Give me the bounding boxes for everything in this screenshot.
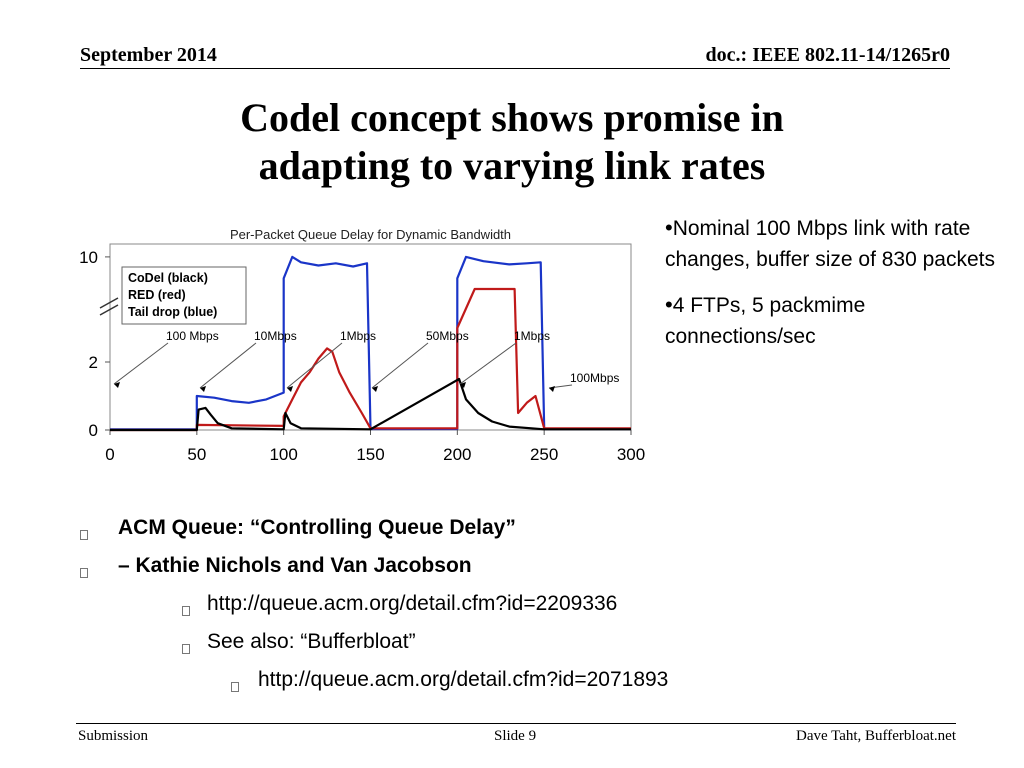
x-tick-label: 50 bbox=[187, 445, 206, 464]
reference-text: See also: “Bufferbloat” bbox=[207, 630, 416, 653]
footer-author: Dave Taht, Bufferbloat.net bbox=[795, 728, 956, 744]
annotation-arrow bbox=[113, 342, 169, 385]
reference-item: http://queue.acm.org/detail.cfm?id=22093… bbox=[78, 592, 978, 630]
bullet-box-icon bbox=[182, 606, 190, 616]
header-doc-id: doc.: IEEE 802.11-14/1265r0 bbox=[705, 44, 950, 66]
side-bullet-text: 4 FTPs, 5 packmime connections/sec bbox=[665, 294, 866, 348]
annotation-label: 1Mbps bbox=[340, 329, 376, 343]
y-tick-label: 2 bbox=[89, 353, 98, 372]
reference-item: See also: “Bufferbloat” bbox=[78, 630, 978, 668]
bullet-dot-icon: • bbox=[665, 215, 673, 240]
series-line bbox=[110, 255, 631, 431]
footer-left: Submission bbox=[78, 728, 149, 744]
reference-item: ACM Queue: “Controlling Queue Delay” bbox=[78, 516, 978, 554]
annotation-arrowhead bbox=[549, 386, 555, 392]
slide-title: Codel concept shows promise in adapting … bbox=[100, 94, 924, 190]
header-divider bbox=[80, 68, 950, 69]
slide-number: Slide 9 bbox=[494, 728, 537, 744]
x-tick-label: 100 bbox=[269, 445, 297, 464]
reference-text: ACM Queue: “Controlling Queue Delay” bbox=[118, 516, 516, 539]
annotation-arrowhead bbox=[460, 382, 466, 388]
axis-break-mark bbox=[99, 297, 119, 309]
legend-entry: RED (red) bbox=[128, 288, 186, 302]
side-bullet-item: •4 FTPs, 5 packmime connections/sec bbox=[665, 289, 1005, 352]
side-bullet-list: •Nominal 100 Mbps link with rate changes… bbox=[665, 212, 1005, 366]
bullet-dot-icon: • bbox=[665, 292, 673, 317]
bullet-box-icon bbox=[80, 568, 88, 578]
annotation-label: 10Mbps bbox=[254, 329, 297, 343]
x-tick-label: 0 bbox=[105, 445, 114, 464]
y-tick-label: 10 bbox=[79, 248, 98, 267]
annotation-arrowhead bbox=[287, 386, 293, 392]
annotation-arrow bbox=[286, 342, 343, 389]
reference-link[interactable]: http://queue.acm.org/detail.cfm?id=20718… bbox=[258, 668, 669, 691]
slide-title-line-1: Codel concept shows promise in bbox=[240, 95, 784, 140]
annotation-arrowhead bbox=[200, 386, 206, 392]
annotation-arrow bbox=[199, 342, 257, 389]
annotation-label: 100 Mbps bbox=[166, 329, 219, 343]
bullet-box-icon bbox=[182, 644, 190, 654]
series-line bbox=[110, 377, 631, 432]
y-tick-label: 0 bbox=[89, 421, 98, 440]
annotation-label: 100Mbps bbox=[570, 371, 619, 385]
bullet-box-icon bbox=[80, 530, 88, 540]
legend-entry: Tail drop (blue) bbox=[128, 305, 217, 319]
slide-title-line-2: adapting to varying link rates bbox=[258, 143, 766, 188]
annotation-label: 50Mbps bbox=[426, 329, 469, 343]
legend-entry: CoDel (black) bbox=[128, 271, 208, 285]
annotation-arrow bbox=[459, 342, 517, 385]
annotation-arrow bbox=[371, 342, 429, 389]
x-tick-label: 300 bbox=[617, 445, 645, 464]
header-date: September 2014 bbox=[80, 44, 217, 66]
x-tick-label: 200 bbox=[443, 445, 471, 464]
footer-divider bbox=[76, 723, 956, 724]
annotation-label: 1Mbps bbox=[514, 329, 550, 343]
queue-delay-chart: Per-Packet Queue Delay for Dynamic Bandw… bbox=[79, 227, 645, 464]
reference-link[interactable]: http://queue.acm.org/detail.cfm?id=22093… bbox=[207, 592, 618, 615]
reference-item: – Kathie Nichols and Van Jacobson bbox=[78, 554, 978, 592]
side-bullet-text: Nominal 100 Mbps link with rate changes,… bbox=[665, 217, 995, 271]
x-tick-label: 150 bbox=[356, 445, 384, 464]
bullet-box-icon bbox=[231, 682, 239, 692]
annotation-arrowhead bbox=[372, 386, 378, 392]
legend-box bbox=[121, 266, 247, 325]
annotation-arrowhead bbox=[114, 382, 120, 388]
reference-text: – Kathie Nichols and Van Jacobson bbox=[118, 554, 472, 577]
axis-break-mark bbox=[99, 304, 119, 316]
side-bullet-item: •Nominal 100 Mbps link with rate changes… bbox=[665, 212, 1005, 275]
x-tick-label: 250 bbox=[530, 445, 558, 464]
reference-list: ACM Queue: “Controlling Queue Delay” – K… bbox=[78, 516, 978, 706]
reference-item: http://queue.acm.org/detail.cfm?id=20718… bbox=[78, 668, 978, 706]
chart-title: Per-Packet Queue Delay for Dynamic Bandw… bbox=[230, 227, 511, 242]
